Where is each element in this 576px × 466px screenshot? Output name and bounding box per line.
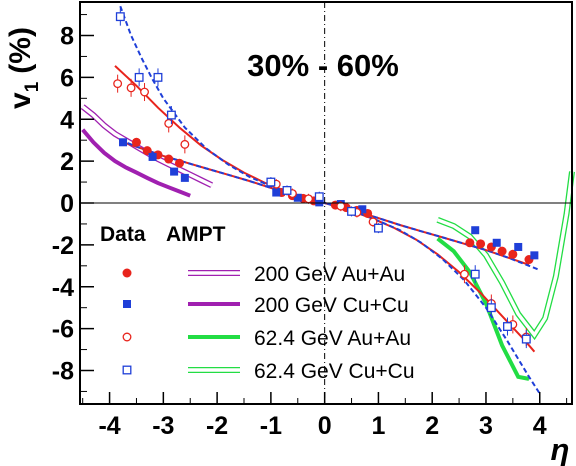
x-axis-title: η (551, 432, 570, 466)
data-point (514, 242, 523, 251)
data-point (148, 152, 157, 161)
data-point (530, 251, 539, 260)
legend-marker (122, 268, 132, 278)
model-curve-green-double-inner (436, 171, 574, 338)
legend-entry: 62.4 GeV Au+Au (122, 327, 411, 350)
x-tick-label: 4 (533, 412, 547, 440)
legend: Data AMPT 200 GeV Au+Au 200 GeV Cu+Cu 62.4… (100, 223, 415, 383)
data-point (115, 12, 125, 22)
y-tick-label: 4 (60, 106, 74, 134)
x-tick-label: 1 (371, 412, 385, 440)
y-tick-label: 0 (60, 190, 74, 218)
data-point (336, 201, 346, 211)
data-points (113, 7, 539, 349)
data-point (126, 83, 136, 93)
data-point (142, 146, 152, 156)
legend-label: 62.4 GeV Cu+Cu (254, 360, 415, 383)
data-point (119, 138, 128, 147)
data-point (266, 177, 276, 187)
y-tick-label: -2 (52, 232, 74, 260)
y-tick-label: 6 (60, 64, 74, 92)
x-tick-label: -3 (152, 412, 174, 440)
legend-header-data: Data (100, 223, 146, 246)
legend-label: 200 GeV Cu+Cu (254, 294, 409, 317)
data-point (153, 72, 163, 82)
model-curve-purple-thick (81, 128, 191, 198)
data-point (174, 158, 184, 168)
centrality-annotation: 30% - 60% (247, 48, 399, 83)
x-tick-label: -4 (98, 412, 120, 440)
y-tick-label: 8 (60, 23, 74, 51)
data-point (465, 238, 475, 248)
fit-curve-blue-dashed (119, 5, 541, 395)
legend-entry: 62.4 GeV Cu+Cu (122, 360, 415, 383)
y-tick-label: -8 (52, 358, 74, 386)
data-point (140, 87, 149, 97)
x-tick-label: -1 (260, 412, 282, 440)
data-point (358, 205, 367, 214)
y-axis-title-unit: (%) (4, 27, 37, 74)
x-axis-ticks: -4 -3 -2 -1 0 1 2 3 4 (82, 392, 568, 440)
x-tick-label: -2 (206, 412, 228, 440)
legend-header-ampt: AMPT (166, 223, 226, 246)
y-axis-title-main: v (4, 92, 37, 109)
data-point (508, 249, 518, 259)
data-point (180, 139, 190, 149)
data-point (134, 72, 144, 82)
x-tick-label: 0 (318, 412, 332, 440)
legend-entry: 200 GeV Au+Au (122, 263, 405, 286)
data-point (272, 188, 281, 197)
data-point (476, 239, 486, 249)
svg-text:v1(%): v1 (%) (4, 27, 43, 109)
legend-marker (122, 332, 132, 342)
data-point (113, 79, 123, 89)
data-point (373, 223, 383, 233)
data-point (470, 269, 480, 279)
model-curve-green-thick (436, 237, 530, 381)
data-point (164, 154, 174, 164)
model-curve-purple-double (80, 104, 214, 188)
legend-entry: 200 GeV Cu+Cu (123, 294, 409, 317)
data-point (314, 192, 324, 202)
data-point (180, 173, 189, 182)
data-point (304, 194, 313, 204)
data-point (460, 269, 469, 279)
legend-marker (122, 365, 132, 375)
data-point (347, 206, 356, 216)
y-tick-label: 2 (60, 148, 74, 176)
x-tick-label: 2 (425, 412, 439, 440)
x-tick-label: 3 (479, 412, 493, 440)
data-point (164, 118, 174, 128)
y-axis-title-sub: 1 (22, 81, 43, 92)
legend-marker (123, 300, 131, 308)
y-tick-label: -4 (52, 274, 74, 302)
data-point (131, 137, 141, 147)
data-point (497, 246, 507, 256)
data-point (503, 322, 512, 331)
data-point (166, 110, 176, 120)
y-axis-title: v1 (%) (4, 27, 43, 109)
y-tick-label: -6 (52, 316, 74, 344)
data-point (282, 185, 292, 195)
data-point (521, 334, 531, 344)
legend-label: 62.4 GeV Au+Au (254, 327, 411, 350)
legend-label: 200 GeV Au+Au (254, 263, 405, 286)
data-point (170, 167, 179, 176)
data-point (315, 198, 324, 207)
data-point (492, 238, 501, 247)
data-point (486, 303, 496, 313)
data-point (293, 193, 302, 202)
y-axis-ticks: -8 -6 -4 -2 0 2 4 6 8 (52, 14, 94, 392)
data-point (471, 226, 480, 235)
